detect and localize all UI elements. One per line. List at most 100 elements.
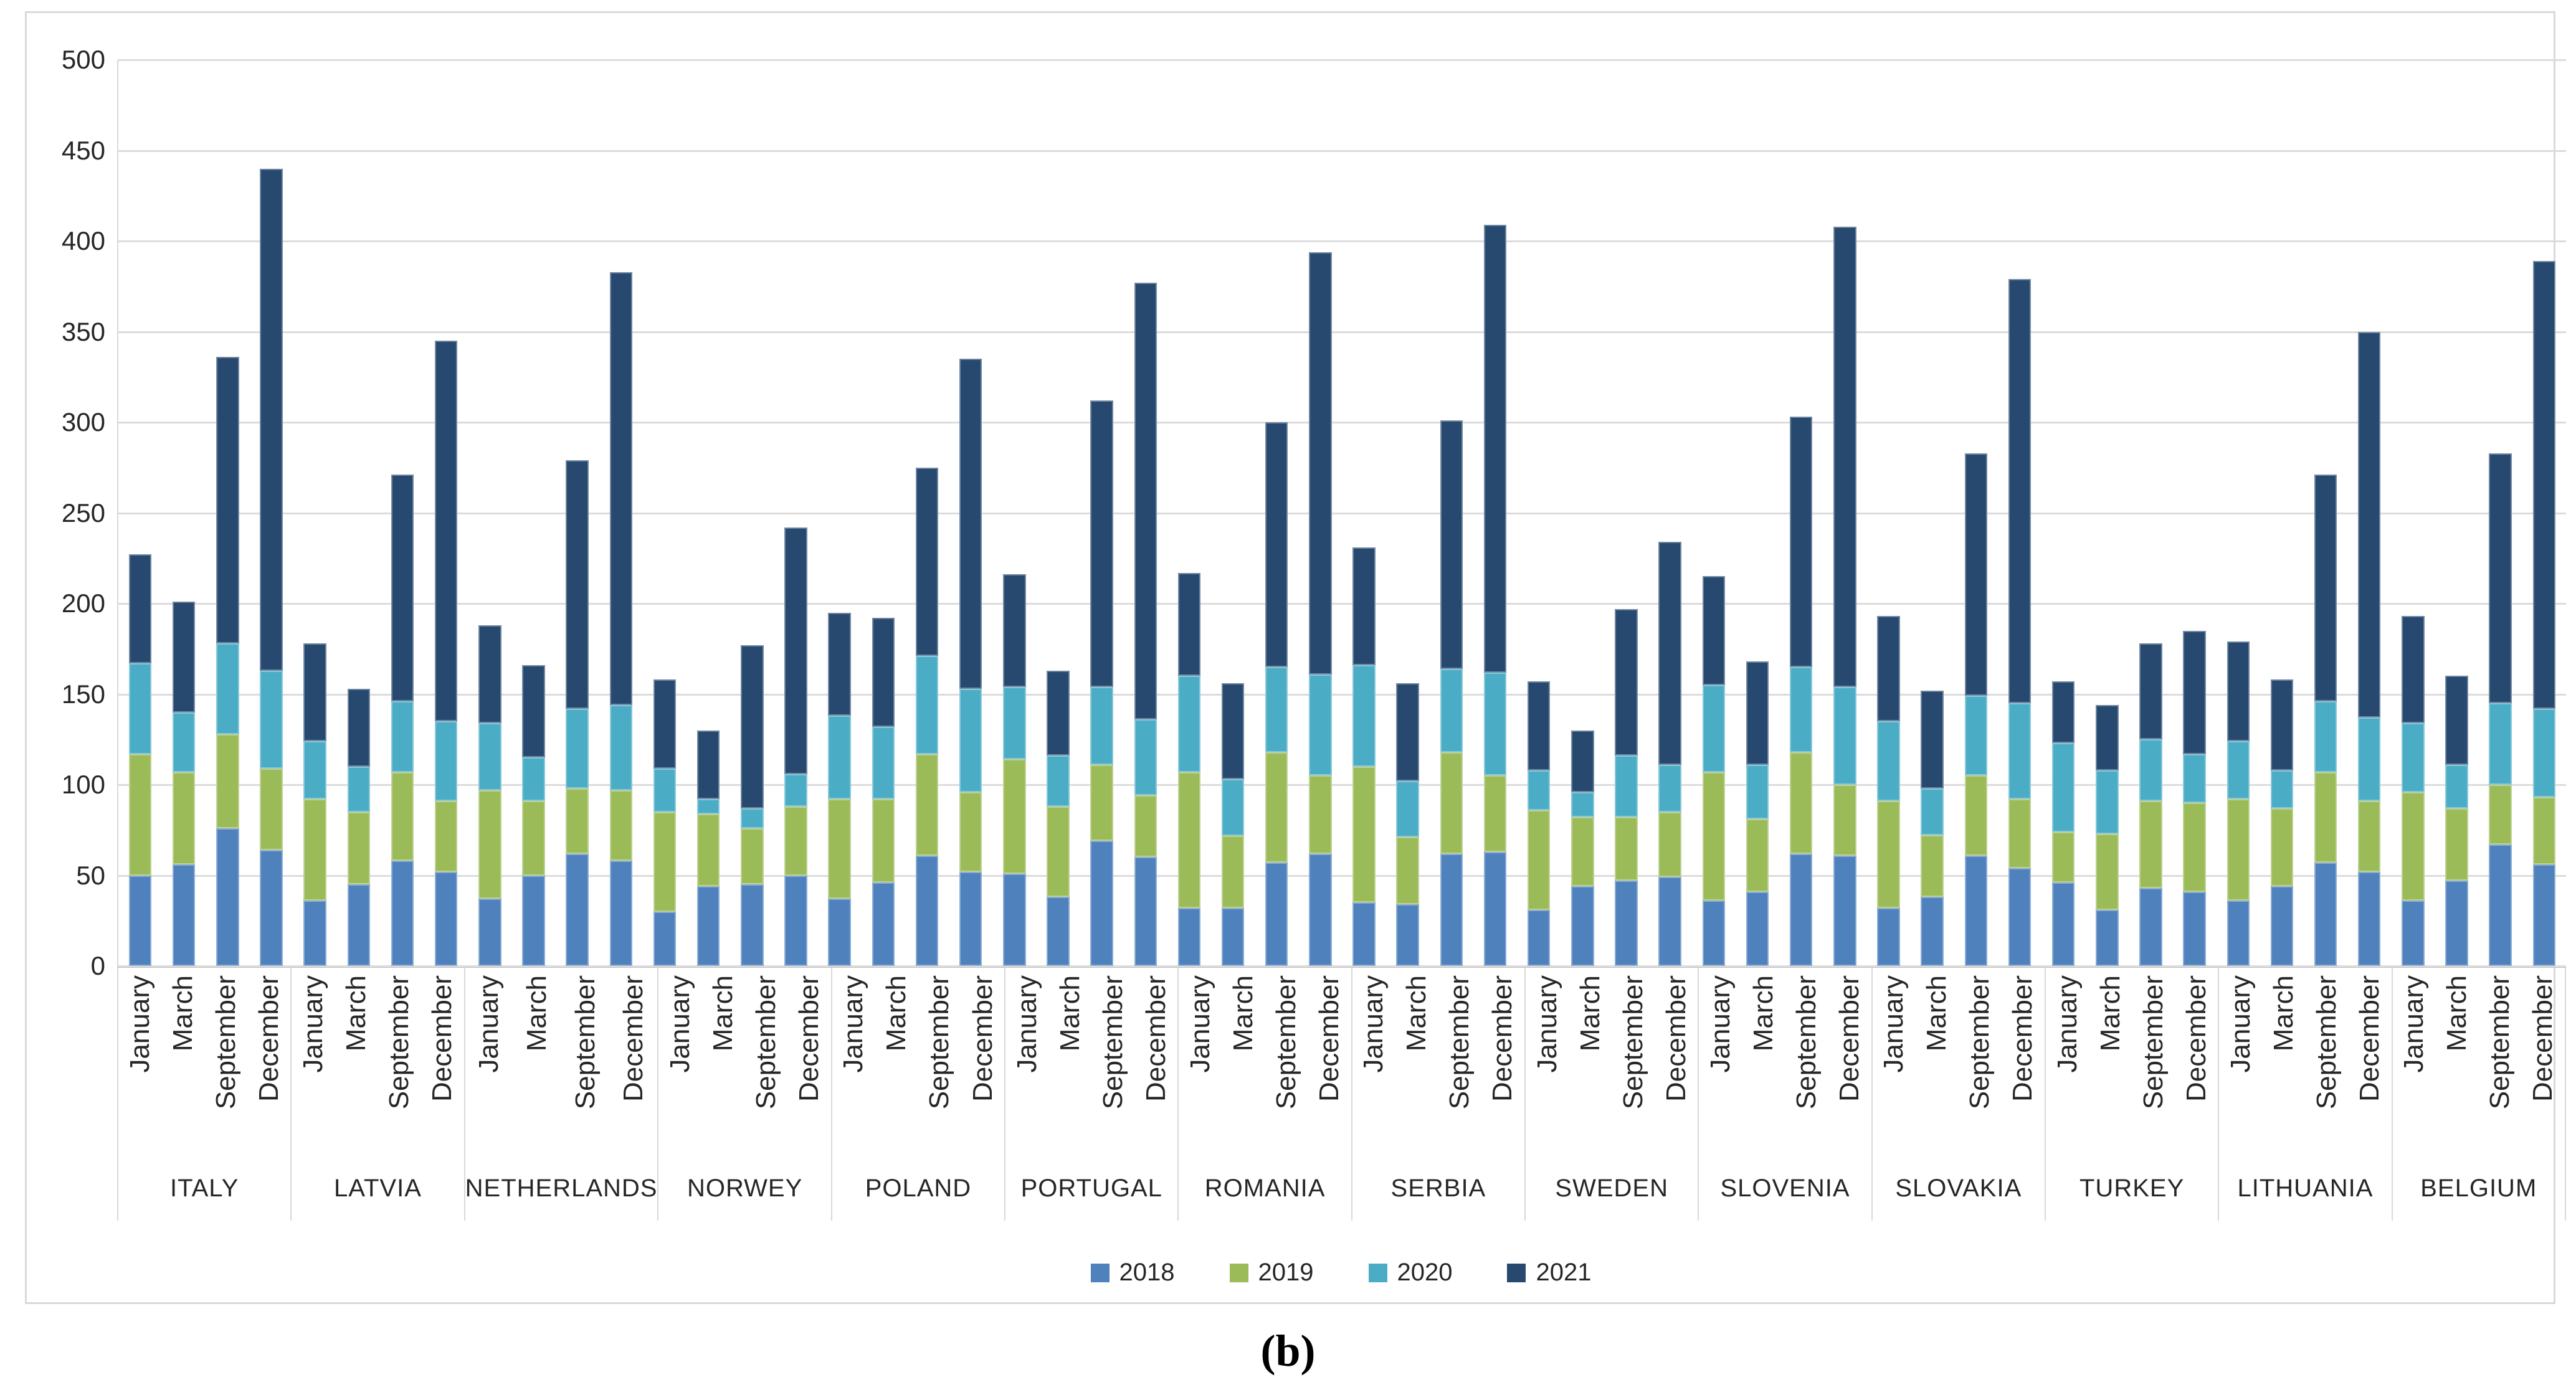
bar-segment-2019 — [1833, 785, 1856, 856]
stacked-bar-serbia-march — [1396, 683, 1419, 966]
bar-segment-2019 — [522, 801, 545, 876]
month-cell: September — [2132, 968, 2175, 1156]
stacked-bar-latvia-march — [347, 688, 371, 966]
bar-segment-2020 — [1615, 755, 1638, 818]
bar-slot — [1036, 60, 1080, 966]
plot-area — [117, 59, 2566, 968]
bar-slot — [162, 60, 206, 966]
bar-segment-2021 — [2358, 331, 2381, 718]
bar-segment-2019 — [1309, 775, 1332, 854]
month-label: March — [1747, 975, 1779, 1052]
bar-segment-2020 — [1090, 686, 1113, 765]
bar-segment-2020 — [784, 773, 807, 806]
bar-slot — [2041, 60, 2085, 966]
bar-slot — [2479, 60, 2522, 966]
axis-group-netherlands: January March September December NETHERLANDS — [463, 968, 658, 1221]
stacked-bar-slovakia-march — [1921, 690, 1944, 966]
bar-slot — [774, 60, 817, 966]
bar-segment-2021 — [478, 625, 501, 724]
month-cell: March — [335, 968, 378, 1156]
legend-swatch-2021 — [1507, 1263, 1526, 1282]
bar-segment-2018 — [478, 899, 501, 966]
bar-slot — [1255, 60, 1298, 966]
bar-segment-2021 — [128, 554, 152, 664]
y-tick-label-350: 350 — [61, 316, 105, 346]
bar-segment-2020 — [2358, 717, 2381, 802]
y-tick-label-0: 0 — [90, 951, 105, 980]
month-cell: March — [161, 968, 204, 1156]
bar-segment-2018 — [872, 882, 895, 966]
bar-slot — [730, 60, 774, 966]
bar-segment-2019 — [391, 772, 414, 861]
month-label: March — [2441, 975, 2473, 1052]
stacked-bar-sweden-december — [1658, 542, 1681, 966]
month-cell: January — [292, 968, 335, 1156]
month-label: March — [1574, 975, 1605, 1052]
bar-segment-2020 — [1134, 719, 1157, 796]
bar-segment-2021 — [1527, 681, 1551, 770]
bar-slot — [1561, 60, 1604, 966]
bar-segment-2021 — [1833, 226, 1856, 687]
bar-segment-2018 — [2008, 868, 2032, 966]
bar-segment-2018 — [2096, 909, 2119, 966]
month-cell: December — [2175, 968, 2218, 1156]
bar-segment-2020 — [1789, 666, 1813, 752]
bar-group-netherlands — [468, 60, 643, 966]
axis-group-romania: January March September December ROMANIA — [1177, 968, 1351, 1221]
stacked-bar-belgium-december — [2532, 261, 2556, 966]
bar-segment-2020 — [1309, 674, 1332, 776]
month-label: December — [253, 975, 284, 1102]
bar-segment-2019 — [1964, 775, 1988, 856]
month-label: January — [297, 975, 328, 1073]
stacked-bar-turkey-january — [2051, 681, 2075, 966]
bar-segment-2020 — [566, 708, 589, 788]
bar-group-slovakia — [1866, 60, 2041, 966]
bar-segment-2020 — [2314, 701, 2337, 772]
bar-segment-2021 — [1702, 576, 1726, 685]
stacked-bar-sweden-march — [1571, 730, 1594, 966]
month-cell: January — [1699, 968, 1742, 1156]
bar-slot — [2347, 60, 2391, 966]
bar-segment-2018 — [2532, 864, 2556, 966]
bar-segment-2021 — [1789, 417, 1813, 667]
stacked-bar-slovenia-september — [1789, 417, 1813, 966]
bar-segment-2021 — [1921, 690, 1944, 788]
bar-segment-2020 — [2227, 741, 2250, 800]
bar-segment-2019 — [2532, 797, 2556, 865]
month-cell: September — [1785, 968, 1828, 1156]
bar-slot — [118, 60, 162, 966]
bar-segment-2018 — [1833, 855, 1856, 966]
y-tick-label-400: 400 — [61, 226, 105, 255]
gridline-250 — [118, 512, 2566, 514]
bar-segment-2018 — [1309, 853, 1332, 966]
axis-group-slovakia: January March September December SLOVAKIA — [1871, 968, 2045, 1221]
bar-slot — [1211, 60, 1255, 966]
stacked-bar-lithuania-december — [2358, 331, 2381, 966]
month-labels-row: January March September December — [658, 968, 830, 1156]
legend-swatch-2018 — [1090, 1263, 1110, 1282]
bar-segment-2021 — [872, 618, 895, 727]
bar-segment-2018 — [2183, 891, 2206, 966]
gridline-300 — [118, 422, 2566, 423]
month-labels-row: January March September December — [118, 968, 290, 1156]
month-label: January — [838, 975, 869, 1073]
bar-segment-2021 — [1309, 252, 1332, 674]
bar-segment-2019 — [1527, 810, 1551, 910]
bar-segment-2019 — [1921, 835, 1944, 897]
month-labels-row: January March September December — [832, 968, 1004, 1156]
stacked-bar-turkey-december — [2183, 630, 2206, 966]
bar-segment-2020 — [2532, 708, 2556, 798]
bar-segment-2019 — [2139, 801, 2162, 888]
bar-segment-2020 — [173, 712, 196, 772]
bar-segment-2021 — [828, 612, 851, 716]
bar-segment-2019 — [303, 799, 326, 901]
axis-group-portugal: January March September December PORTUGAL — [1004, 968, 1177, 1221]
bar-segment-2018 — [1352, 902, 1376, 966]
bar-slot — [1604, 60, 1648, 966]
country-label-poland: POLAND — [865, 1174, 972, 1202]
month-cell: September — [745, 968, 788, 1156]
month-labels-row: January March September December — [2219, 968, 2391, 1156]
month-label: December — [1140, 975, 1171, 1102]
month-cell: December — [2349, 968, 2392, 1156]
bar-segment-2018 — [653, 911, 677, 966]
